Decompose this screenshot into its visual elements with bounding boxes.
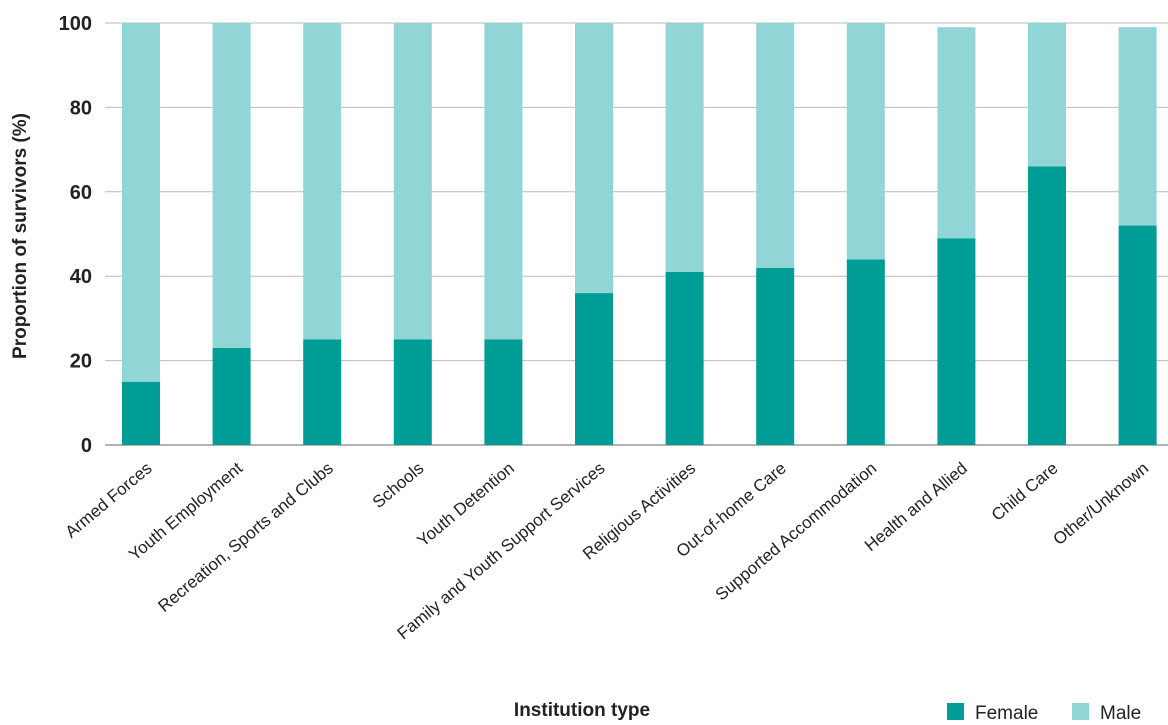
bar-female <box>1028 166 1066 446</box>
bar-female <box>937 238 976 445</box>
bar-female <box>212 347 251 445</box>
bar-female <box>303 339 342 445</box>
y-axis-ticks: 0 20 40 60 80 100 <box>59 13 92 457</box>
y-axis-title: Proportion of survivors (%) <box>10 113 31 359</box>
x-tick-label: Supported Accommodation <box>712 459 881 605</box>
y-tick-label: 100 <box>59 13 92 35</box>
legend: Female Male <box>947 703 1141 724</box>
bar-female <box>393 339 432 445</box>
bars <box>122 23 1157 446</box>
legend-label-male: Male <box>1100 703 1141 724</box>
bar-male <box>665 23 704 272</box>
bar-female <box>665 271 704 445</box>
bar-male <box>393 23 432 340</box>
bar-female <box>846 259 885 445</box>
bar-male <box>484 23 523 340</box>
bar-male <box>756 23 795 268</box>
y-tick-label: 60 <box>70 182 92 204</box>
x-tick-label: Armed Forces <box>62 459 156 542</box>
legend-label-female: Female <box>975 703 1038 724</box>
bar-male <box>846 23 885 260</box>
bar-female <box>122 381 160 445</box>
bar-male <box>122 23 160 382</box>
bar-female <box>1118 225 1157 445</box>
legend-swatch-female <box>947 703 964 720</box>
bar-male <box>1028 23 1066 167</box>
y-tick-label: 40 <box>70 266 92 288</box>
bar-male <box>937 27 976 239</box>
x-tick-label: Schools <box>369 459 428 512</box>
legend-swatch-male <box>1072 703 1089 720</box>
x-axis-title: Institution type <box>514 700 650 721</box>
y-tick-label: 20 <box>70 351 92 373</box>
bar-male <box>575 23 613 294</box>
bar-male <box>1118 27 1157 226</box>
gridlines <box>105 22 1168 446</box>
bar-male <box>303 23 342 340</box>
bar-female <box>575 293 613 445</box>
y-tick-label: 80 <box>70 97 92 119</box>
bar-female <box>756 267 795 445</box>
y-tick-label: 0 <box>81 435 92 457</box>
x-tick-label: Other/Unknown <box>1049 459 1152 549</box>
bar-male <box>212 23 251 348</box>
x-tick-label: Child Care <box>988 459 1062 525</box>
x-tick-label: Recreation, Sports and Clubs <box>154 459 336 616</box>
bar-female <box>484 339 523 445</box>
